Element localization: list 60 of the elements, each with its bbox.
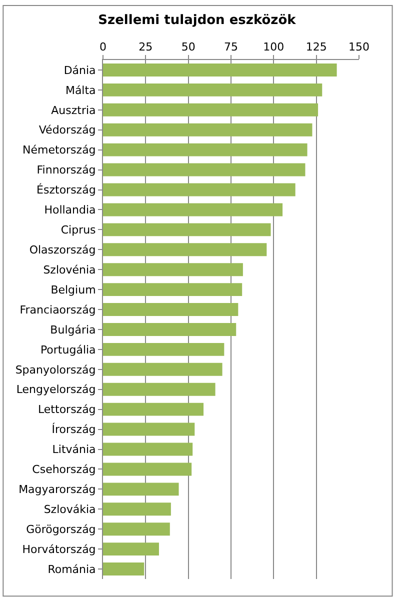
y-tick-label: Szlovénia bbox=[43, 263, 96, 276]
y-tick-label: Franciaország bbox=[20, 303, 96, 316]
y-tick-label: Finnország bbox=[36, 164, 96, 177]
y-tick-label: Spanyolország bbox=[15, 363, 96, 376]
y-tick-label: Portugália bbox=[40, 343, 96, 356]
bar bbox=[103, 103, 318, 116]
bar bbox=[103, 303, 238, 316]
bar bbox=[103, 163, 306, 176]
bar bbox=[103, 382, 216, 396]
y-tick-label: Lettország bbox=[38, 403, 96, 416]
y-tick-label: Litvánia bbox=[52, 443, 96, 456]
bar bbox=[103, 123, 312, 136]
bar bbox=[103, 562, 144, 576]
bar bbox=[103, 442, 193, 456]
bar bbox=[103, 322, 236, 336]
x-tick-label: 50 bbox=[181, 40, 196, 54]
y-tick-label: Írország bbox=[52, 422, 96, 436]
bar bbox=[103, 63, 337, 76]
y-tick-label: Védország bbox=[38, 124, 96, 137]
bar bbox=[103, 362, 222, 376]
y-tick-label: Görögország bbox=[26, 522, 96, 536]
bar bbox=[103, 422, 195, 436]
y-tick-label: Hollandia bbox=[44, 204, 96, 217]
bar bbox=[103, 223, 271, 236]
bar bbox=[103, 183, 296, 196]
y-tick-label: Bulgária bbox=[50, 323, 96, 336]
bar bbox=[103, 462, 192, 476]
y-tick-label: Németország bbox=[22, 144, 96, 157]
chart-title: Szellemi tulajdon eszközök bbox=[98, 13, 296, 28]
x-tick-label: 25 bbox=[138, 40, 153, 54]
y-tick-label: Ausztria bbox=[51, 104, 96, 117]
y-tick-label: Dánia bbox=[64, 64, 96, 77]
x-tick-label: 125 bbox=[306, 40, 327, 54]
bar bbox=[103, 342, 224, 356]
x-tick-label: 100 bbox=[263, 40, 284, 54]
bar bbox=[103, 83, 322, 96]
y-tick-label: Belgium bbox=[50, 283, 96, 296]
bar bbox=[103, 243, 267, 256]
x-tick-label: 150 bbox=[348, 40, 370, 54]
bar bbox=[103, 203, 283, 216]
bar bbox=[103, 143, 308, 156]
y-tick-label: Észtország bbox=[36, 182, 96, 197]
bar bbox=[103, 482, 179, 496]
y-tick-label: Magyarország bbox=[18, 483, 96, 496]
x-tick-label: 75 bbox=[224, 40, 238, 54]
bar bbox=[103, 283, 242, 296]
x-tick-label: 0 bbox=[100, 40, 106, 54]
bar bbox=[103, 522, 170, 536]
bar bbox=[103, 402, 204, 416]
bar bbox=[103, 263, 243, 276]
y-tick-label: Csehország bbox=[32, 463, 96, 476]
y-tick-label: Horvátország bbox=[22, 542, 96, 556]
y-tick-label: Olaszország bbox=[29, 243, 96, 256]
y-tick-label: Ciprus bbox=[60, 224, 96, 237]
y-tick-label: Lengyelország bbox=[16, 383, 96, 396]
y-tick-label: Románia bbox=[48, 562, 96, 576]
y-tick-label: Szlovákia bbox=[44, 502, 96, 516]
y-tick-label: Málta bbox=[65, 84, 96, 97]
bar bbox=[103, 502, 171, 516]
bar bbox=[103, 542, 159, 556]
